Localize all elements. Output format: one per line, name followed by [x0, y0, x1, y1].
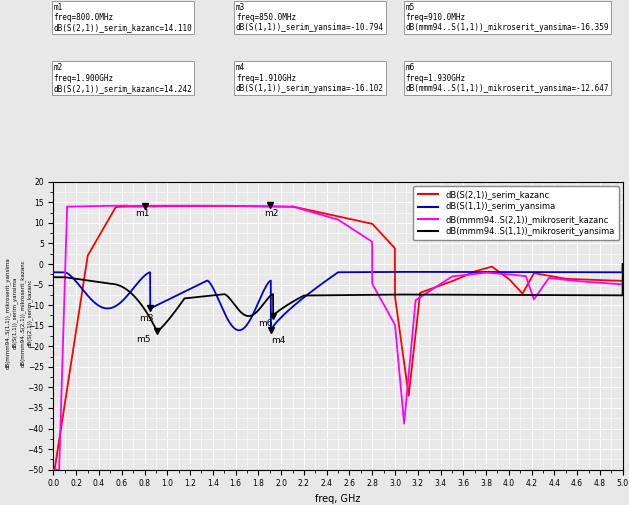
Text: dB(mmm94..S(1,1))_mikroserit_yansima: dB(mmm94..S(1,1))_mikroserit_yansima: [4, 257, 11, 369]
Text: m5
freq=910.0MHz
dB(mmm94..S(1,1))_mikroserit_yansima=-16.359: m5 freq=910.0MHz dB(mmm94..S(1,1))_mikro…: [406, 3, 610, 32]
Text: m4
freq=1.910GHz
dB(S(1,1))_serim_yansima=-16.102: m4 freq=1.910GHz dB(S(1,1))_serim_yansim…: [236, 63, 384, 93]
Text: m4: m4: [271, 336, 286, 344]
Text: dB(S(1,1))_serim_yansima: dB(S(1,1))_serim_yansima: [12, 277, 18, 349]
Text: m2: m2: [264, 209, 279, 218]
Text: m2
freq=1.900GHz
dB(S(2,1))_serim_kazanc=14.242: m2 freq=1.900GHz dB(S(2,1))_serim_kazanc…: [53, 63, 192, 93]
Text: dB(S(2,1))_serim_kazanc: dB(S(2,1))_serim_kazanc: [27, 279, 33, 347]
Text: m1: m1: [135, 209, 150, 218]
Text: dB(mmm94..S(2,1))_mikroserit_kazanc: dB(mmm94..S(2,1))_mikroserit_kazanc: [19, 259, 26, 367]
Text: m1
freq=800.0MHz
dB(S(2,1))_serim_kazanc=14.110: m1 freq=800.0MHz dB(S(2,1))_serim_kazanc…: [53, 3, 192, 32]
Text: m3
freq=850.0MHz
dB(S(1,1))_serim_yansima=-10.794: m3 freq=850.0MHz dB(S(1,1))_serim_yansim…: [236, 3, 384, 32]
X-axis label: freq, GHz: freq, GHz: [315, 494, 361, 504]
Legend: dB(S(2,1))_serim_kazanc, dB(S(1,1))_serim_yansima, dB(mmm94..S(2,1))_mikroserit_: dB(S(2,1))_serim_kazanc, dB(S(1,1))_seri…: [413, 186, 618, 240]
Text: m3: m3: [139, 314, 153, 323]
Text: m5: m5: [136, 335, 151, 343]
Text: m6
freq=1.930GHz
dB(mmm94..S(1,1))_mikroserit_yansima=-12.647: m6 freq=1.930GHz dB(mmm94..S(1,1))_mikro…: [406, 63, 610, 93]
Text: m6: m6: [259, 319, 273, 328]
